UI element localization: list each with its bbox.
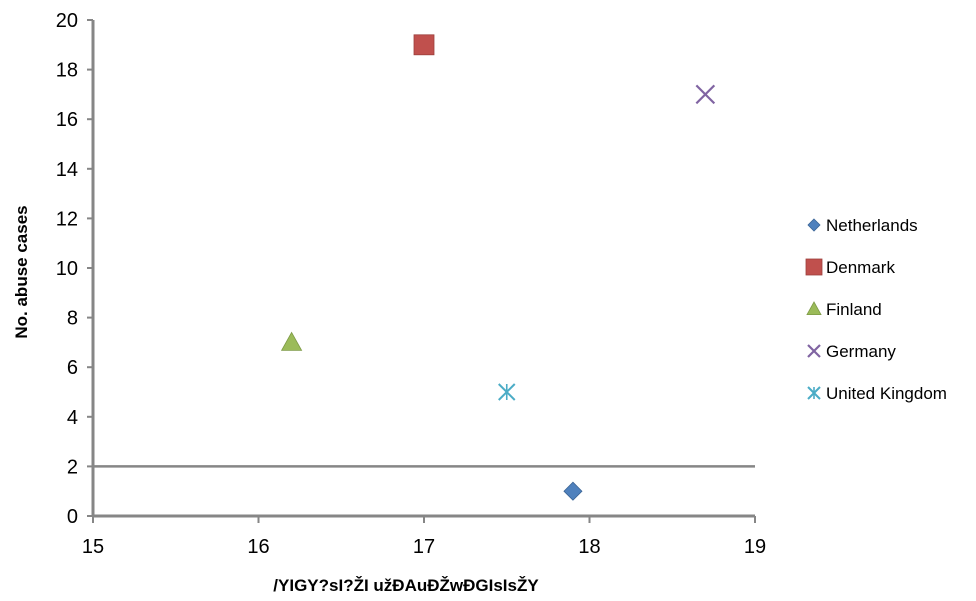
legend-label: United Kingdom — [826, 384, 947, 403]
data-point — [280, 331, 303, 351]
y-tick-label: 12 — [56, 208, 78, 230]
y-tick-label: 0 — [67, 506, 78, 528]
legend-label: Germany — [826, 342, 896, 361]
legend-label: Denmark — [826, 258, 895, 277]
y-tick-label: 18 — [56, 60, 78, 82]
data-point — [563, 481, 583, 501]
y-tick-label: 8 — [67, 308, 78, 330]
y-axis-title: No. abuse cases — [12, 205, 31, 338]
legend-label: Finland — [826, 300, 882, 319]
y-tick-label: 16 — [56, 109, 78, 131]
legend: Netherlands Denmark Finland Germany United K… — [805, 216, 947, 403]
legend-item: Germany — [807, 342, 896, 361]
y-tick-label: 4 — [67, 407, 78, 429]
legend-marker — [807, 344, 821, 358]
data-point — [695, 84, 716, 105]
axes: 0 2 4 6 8 10 12 14 16 18 20 15 16 17 18 19 — [56, 10, 766, 558]
y-tick-label: 6 — [67, 357, 78, 379]
x-tick-label: 19 — [744, 536, 766, 558]
data-markers — [280, 34, 716, 501]
legend-label: Netherlands — [826, 216, 918, 235]
legend-marker — [805, 258, 823, 276]
x-axis-title: /YIGY?sI?ŽI užÐAuÐŽwÐGIsIsŽY — [273, 576, 539, 595]
data-point — [413, 34, 435, 56]
legend-marker — [807, 218, 821, 232]
y-tick-label: 20 — [56, 10, 78, 32]
legend-marker — [806, 301, 822, 316]
y-tick-label: 2 — [67, 456, 78, 478]
data-point — [498, 383, 516, 401]
y-tick-label: 10 — [56, 258, 78, 280]
x-tick-label: 16 — [247, 536, 269, 558]
x-tick-label: 18 — [578, 536, 600, 558]
legend-marker — [807, 386, 821, 400]
x-tick-label: 17 — [413, 536, 435, 558]
x-tick-label: 15 — [82, 536, 104, 558]
legend-item: Netherlands — [807, 216, 918, 235]
y-tick-label: 14 — [56, 159, 78, 181]
legend-item: United Kingdom — [807, 384, 947, 403]
legend-item: Finland — [806, 300, 882, 319]
legend-item: Denmark — [805, 258, 895, 277]
